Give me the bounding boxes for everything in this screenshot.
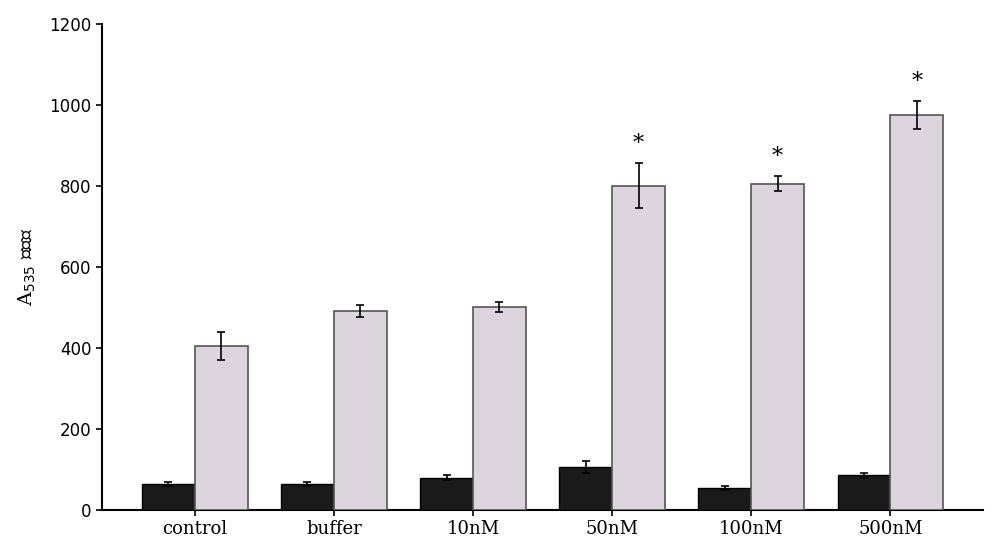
Bar [751, 184, 804, 510]
Y-axis label: A$_{535}$ 吸光值: A$_{535}$ 吸光值 [17, 228, 38, 306]
Bar [195, 346, 248, 510]
Text: *: * [772, 147, 783, 168]
Bar [612, 186, 665, 510]
Bar [420, 477, 473, 510]
Bar [698, 488, 751, 510]
Text: *: * [911, 70, 922, 93]
Bar [890, 115, 943, 510]
Bar [838, 476, 890, 510]
Bar [142, 483, 195, 510]
Bar [473, 307, 526, 510]
Bar [281, 485, 334, 510]
Text: *: * [633, 133, 644, 155]
Bar [559, 467, 612, 510]
Bar [334, 311, 387, 510]
